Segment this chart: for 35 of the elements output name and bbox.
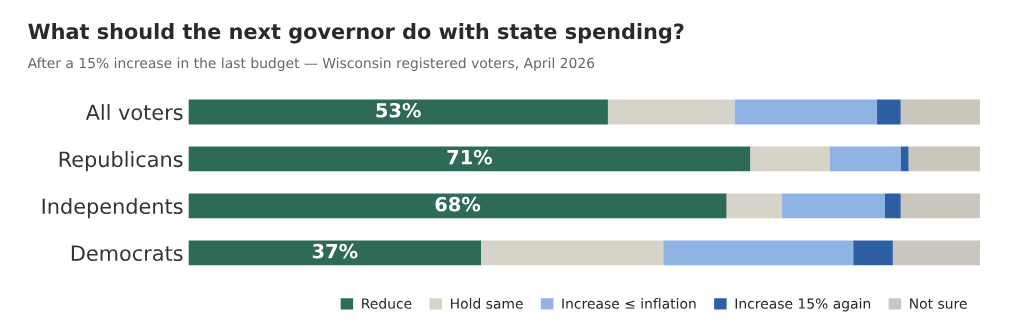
bar — [188, 193, 727, 219]
bar — [892, 240, 980, 266]
data-label: 68% — [435, 196, 481, 212]
bar — [884, 193, 901, 219]
bar — [829, 146, 901, 172]
chart-subtitle: After a 15% increase in the last budget — Wisconsin registered voters, April 2026 — [27, 57, 595, 71]
legend-label: Hold same — [451, 298, 523, 309]
bar — [481, 240, 664, 266]
legend-label: Increase 15% again — [735, 298, 871, 312]
legend-label: Not sure — [910, 298, 967, 309]
y-tick-label: Democrats — [71, 245, 183, 262]
bar — [188, 240, 482, 266]
bar — [188, 99, 608, 125]
legend-label: Reduce — [362, 298, 412, 309]
bar — [750, 146, 830, 172]
bar — [726, 193, 783, 219]
bar — [853, 240, 893, 266]
y-tick-label: Independents — [42, 197, 183, 219]
bar — [607, 99, 735, 125]
bar — [663, 240, 854, 266]
bar — [782, 193, 885, 219]
chart-title: What should the next governor do with state spending? — [28, 23, 684, 44]
bar — [188, 146, 751, 172]
bar — [877, 99, 901, 125]
bar — [734, 99, 878, 125]
bar — [908, 146, 980, 172]
bar — [900, 193, 980, 219]
bar — [900, 99, 980, 125]
y-tick-label: Republicans — [59, 151, 183, 172]
legend-label: Increase ≤ inflation — [562, 298, 696, 309]
bar — [900, 146, 909, 172]
data-label: 71% — [447, 149, 493, 165]
y-tick-label: All voters — [85, 104, 183, 121]
data-label: 37% — [312, 243, 358, 259]
data-label: 53% — [376, 102, 421, 118]
